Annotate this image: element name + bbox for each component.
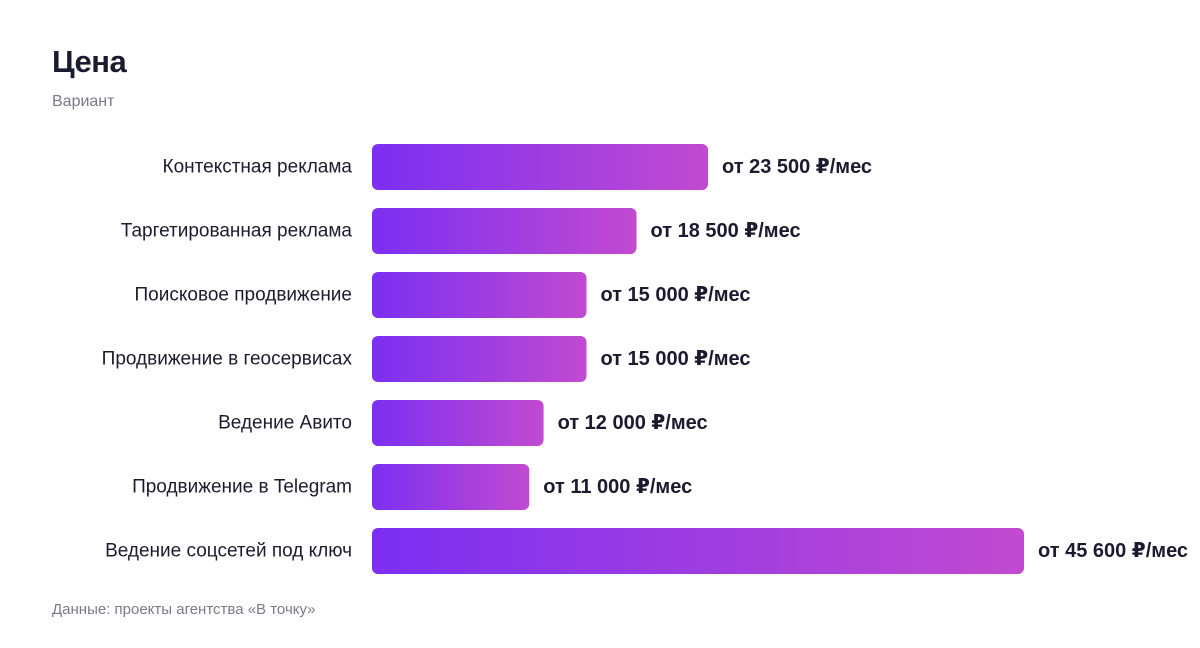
bars-group: Контекстная реклама от 23 500 ₽/мес Таргет…	[102, 144, 1188, 574]
category-label: Продвижение в геосервисах	[102, 349, 353, 370]
value-label: от 12 000 ₽/мес	[558, 412, 708, 434]
value-label: от 15 000 ₽/мес	[600, 348, 750, 370]
category-label: Ведение соцсетей под ключ	[105, 541, 352, 562]
value-label: от 45 600 ₽/мес	[1038, 540, 1188, 562]
category-label: Контекстная реклама	[163, 157, 353, 178]
category-label: Таргетированная реклама	[121, 221, 353, 242]
category-label: Поисковое продвижение	[135, 285, 352, 306]
bar	[372, 208, 637, 254]
category-label: Продвижение в Telegram	[132, 477, 352, 498]
bar	[372, 528, 1024, 574]
category-label: Ведение Авито	[218, 413, 352, 434]
value-label: от 23 500 ₽/мес	[722, 156, 872, 178]
bar	[372, 464, 530, 510]
chart-title: Цена	[52, 44, 127, 79]
bar	[372, 272, 587, 318]
bar	[372, 400, 544, 446]
chart-subtitle: Вариант	[52, 93, 115, 110]
bar	[372, 144, 709, 190]
value-label: от 18 500 ₽/мес	[651, 220, 801, 242]
value-label: от 15 000 ₽/мес	[600, 284, 750, 306]
bar	[372, 336, 587, 382]
data-source-note: Данные: проекты агентства «В точку»	[52, 601, 316, 618]
value-label: от 11 000 ₽/мес	[543, 476, 692, 498]
